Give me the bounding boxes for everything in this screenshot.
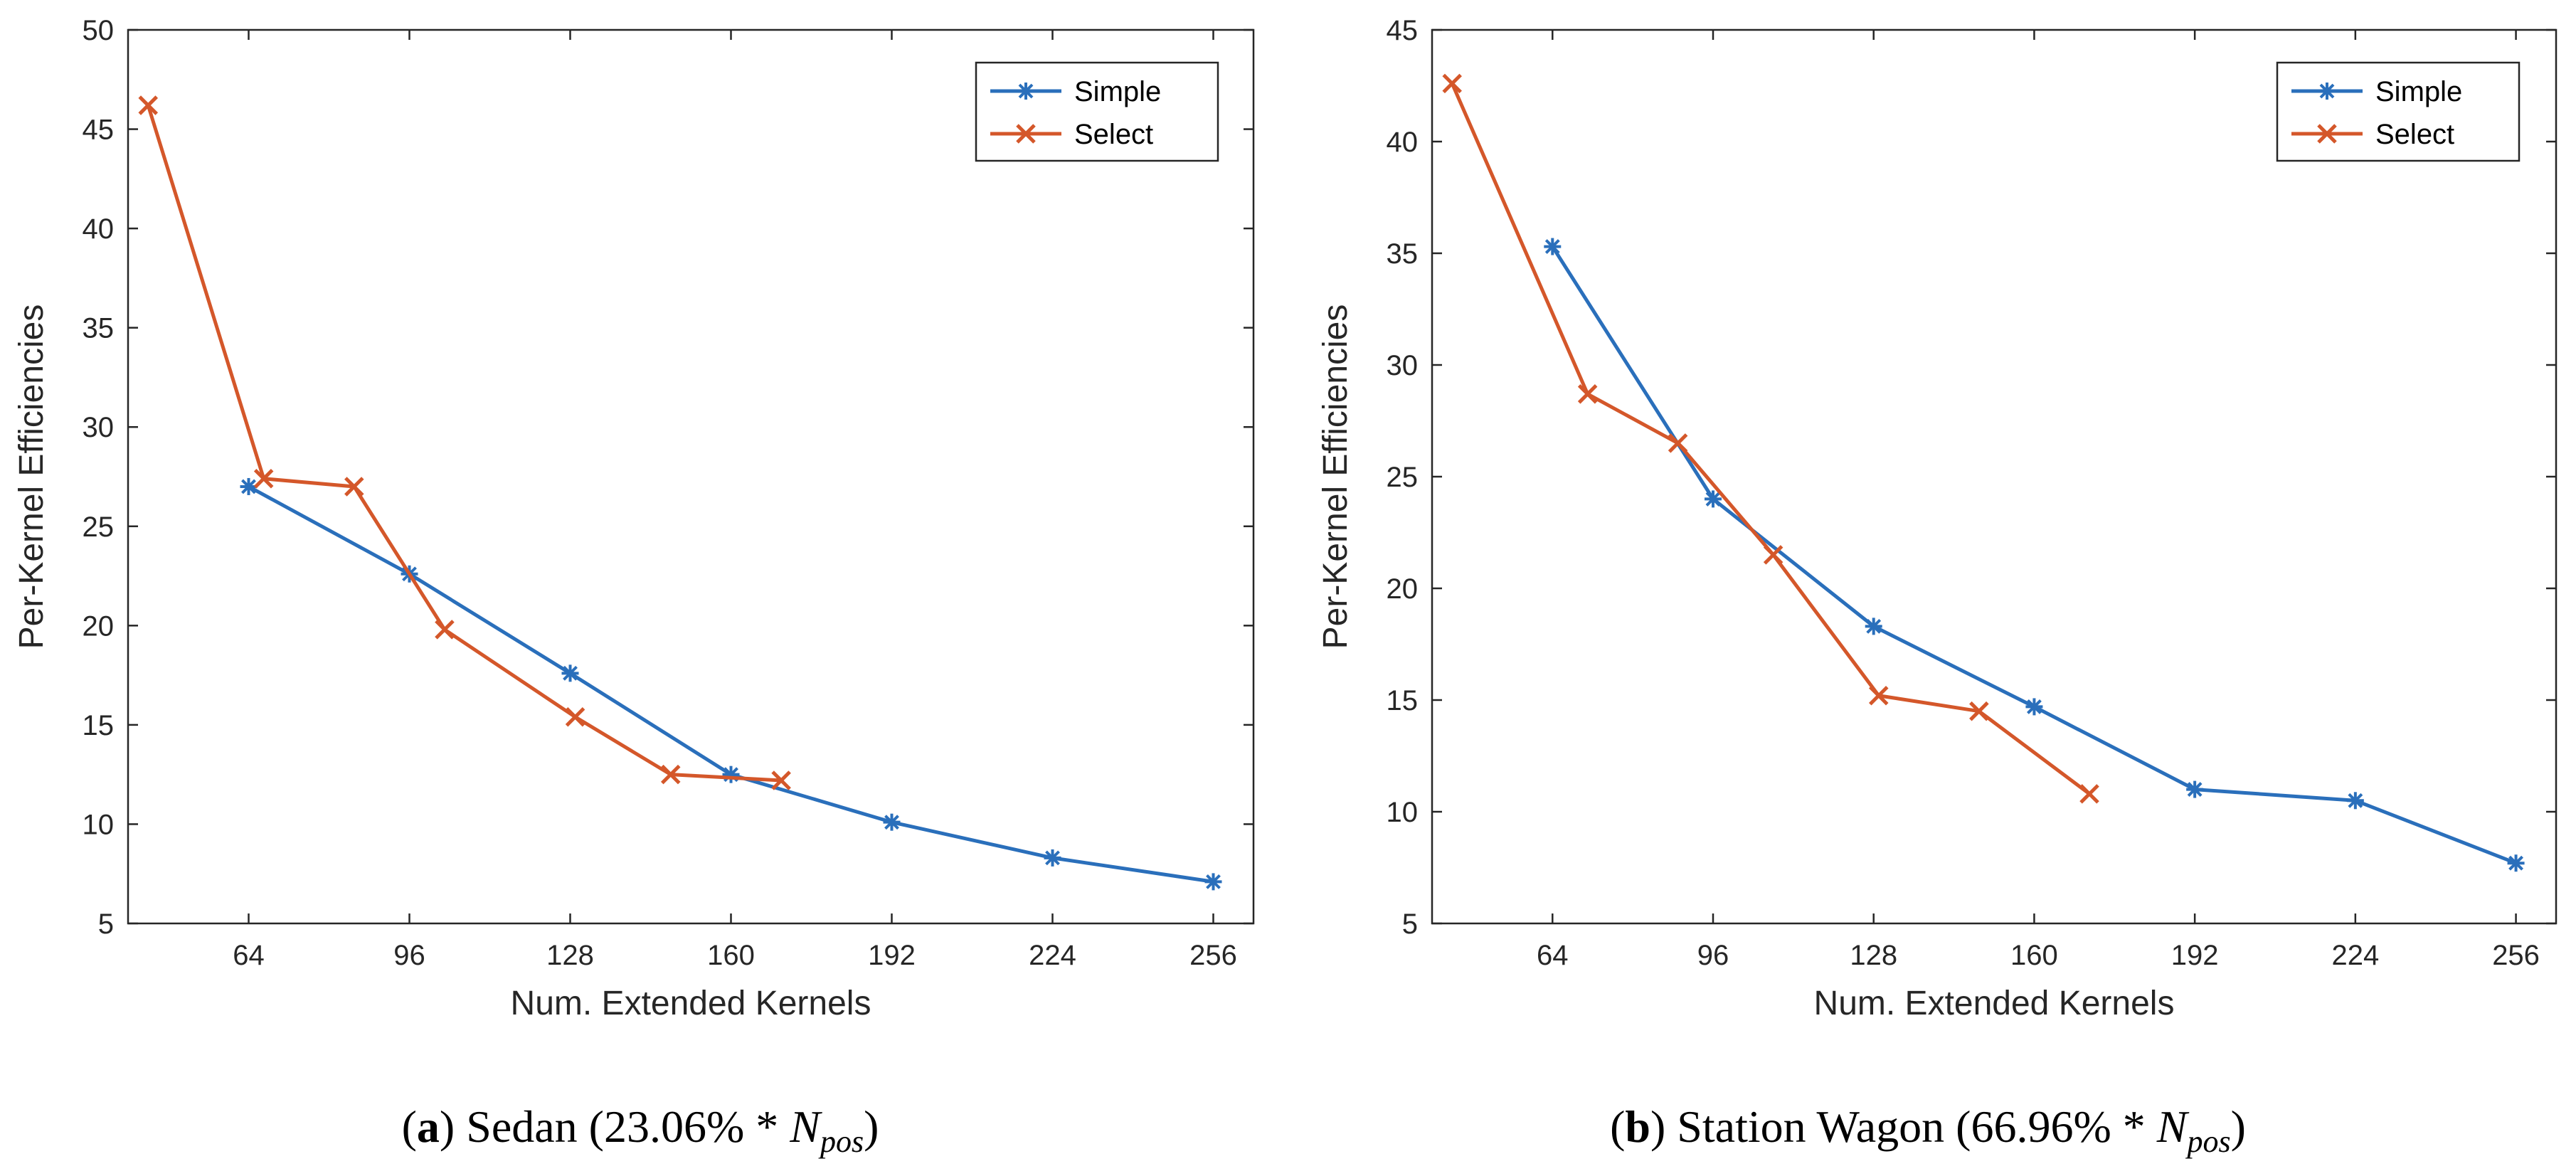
legend-label-select: Select bbox=[2375, 119, 2454, 150]
data-point-simple bbox=[1705, 490, 1722, 508]
data-point-simple bbox=[2507, 854, 2525, 872]
x-tick-label: 224 bbox=[2331, 940, 2379, 971]
data-point-select bbox=[1442, 73, 1462, 94]
data-point-simple bbox=[1865, 618, 1882, 635]
y-tick-label: 25 bbox=[83, 512, 115, 543]
x-tick-label: 256 bbox=[2492, 940, 2540, 971]
legend-label-select: Select bbox=[1074, 119, 1153, 150]
data-point-simple bbox=[1044, 849, 1061, 867]
data-point-simple bbox=[1204, 873, 1222, 891]
data-point-select bbox=[435, 620, 455, 640]
data-point-select bbox=[771, 770, 791, 790]
chart-sedan: 64 96 128 160 192 224 256 5 10 15 20 25 30 35 40 45 50 Nu… bbox=[13, 15, 1255, 1022]
data-point-select bbox=[138, 95, 159, 115]
plot-area bbox=[127, 28, 1255, 925]
legend-label-simple: Simple bbox=[2375, 76, 2462, 107]
y-tick-label: 5 bbox=[1402, 909, 1418, 940]
x-axis-label: Num. Extended Kernels bbox=[1814, 985, 2175, 1022]
y-tick-label: 40 bbox=[1387, 127, 1419, 158]
x-axis-label: Num. Extended Kernels bbox=[511, 985, 871, 1022]
x-tick-label: 192 bbox=[868, 940, 916, 971]
caption-b: (b) Station Wagon (66.96% * Npos) bbox=[1610, 1101, 2246, 1159]
data-point-select bbox=[2079, 784, 2099, 804]
data-point-simple bbox=[2025, 698, 2043, 716]
legend: Simple Select bbox=[2276, 61, 2521, 162]
y-tick-label: 45 bbox=[1387, 15, 1419, 46]
legend-marker-select bbox=[1016, 124, 1036, 144]
data-point-simple bbox=[722, 766, 740, 783]
data-point-select bbox=[1969, 701, 1989, 721]
data-point-simple bbox=[1544, 238, 1562, 255]
y-tick-label: 45 bbox=[83, 115, 115, 146]
legend-box bbox=[975, 61, 1219, 162]
y-tick-label: 5 bbox=[98, 909, 114, 940]
y-tick-label: 35 bbox=[83, 313, 115, 344]
x-tick-label: 160 bbox=[707, 940, 755, 971]
data-point-select bbox=[253, 469, 274, 489]
y-tick-label: 20 bbox=[1387, 573, 1419, 605]
y-tick-label: 15 bbox=[83, 710, 115, 741]
x-tick-label: 96 bbox=[393, 940, 425, 971]
data-point-select bbox=[1869, 685, 1889, 706]
data-point-select bbox=[1668, 433, 1688, 453]
legend-label-simple: Simple bbox=[1074, 76, 1161, 107]
y-tick-label: 10 bbox=[83, 809, 115, 840]
data-point-select bbox=[1577, 384, 1598, 404]
x-tick-label: 64 bbox=[233, 940, 265, 971]
caption-a: (a) Sedan (23.06% * Npos) bbox=[402, 1101, 879, 1159]
x-tick-label: 224 bbox=[1029, 940, 1076, 971]
y-tick-label: 30 bbox=[1387, 350, 1419, 381]
y-tick-label: 50 bbox=[83, 15, 115, 46]
x-tick-label: 128 bbox=[1850, 940, 1897, 971]
data-point-select bbox=[1763, 545, 1783, 565]
y-axis-label: Per-Kernel Efficiencies bbox=[1317, 304, 1355, 650]
legend-marker-simple bbox=[2318, 83, 2336, 100]
y-tick-label: 15 bbox=[1387, 685, 1419, 716]
legend-marker-select bbox=[2317, 124, 2337, 144]
data-point-simple bbox=[2186, 780, 2204, 798]
data-point-simple bbox=[240, 477, 258, 495]
y-tick-label: 40 bbox=[83, 213, 115, 245]
y-tick-label: 10 bbox=[1387, 797, 1419, 828]
data-point-simple bbox=[883, 813, 901, 831]
x-tick-label: 128 bbox=[546, 940, 594, 971]
chart-station-wagon: 64 96 128 160 192 224 256 5 10 15 20 25 30 35 40 45 Num.… bbox=[1317, 15, 2558, 1022]
legend: Simple Select bbox=[975, 61, 1219, 162]
legend-marker-simple bbox=[1017, 83, 1034, 100]
data-point-select bbox=[344, 477, 364, 497]
data-point-simple bbox=[561, 664, 579, 682]
y-tick-label: 25 bbox=[1387, 462, 1419, 493]
data-point-select bbox=[565, 706, 585, 727]
x-tick-label: 256 bbox=[1189, 940, 1237, 971]
x-tick-label: 64 bbox=[1537, 940, 1569, 971]
x-tick-label: 160 bbox=[2010, 940, 2058, 971]
x-tick-label: 192 bbox=[2171, 940, 2219, 971]
y-axis-label: Per-Kernel Efficiencies bbox=[13, 304, 51, 650]
y-tick-label: 35 bbox=[1387, 238, 1419, 270]
y-tick-label: 20 bbox=[83, 610, 115, 642]
legend-box bbox=[2276, 61, 2521, 162]
data-point-simple bbox=[2346, 792, 2364, 810]
x-tick-label: 96 bbox=[1697, 940, 1729, 971]
y-tick-label: 30 bbox=[83, 412, 115, 443]
data-point-select bbox=[660, 764, 681, 785]
